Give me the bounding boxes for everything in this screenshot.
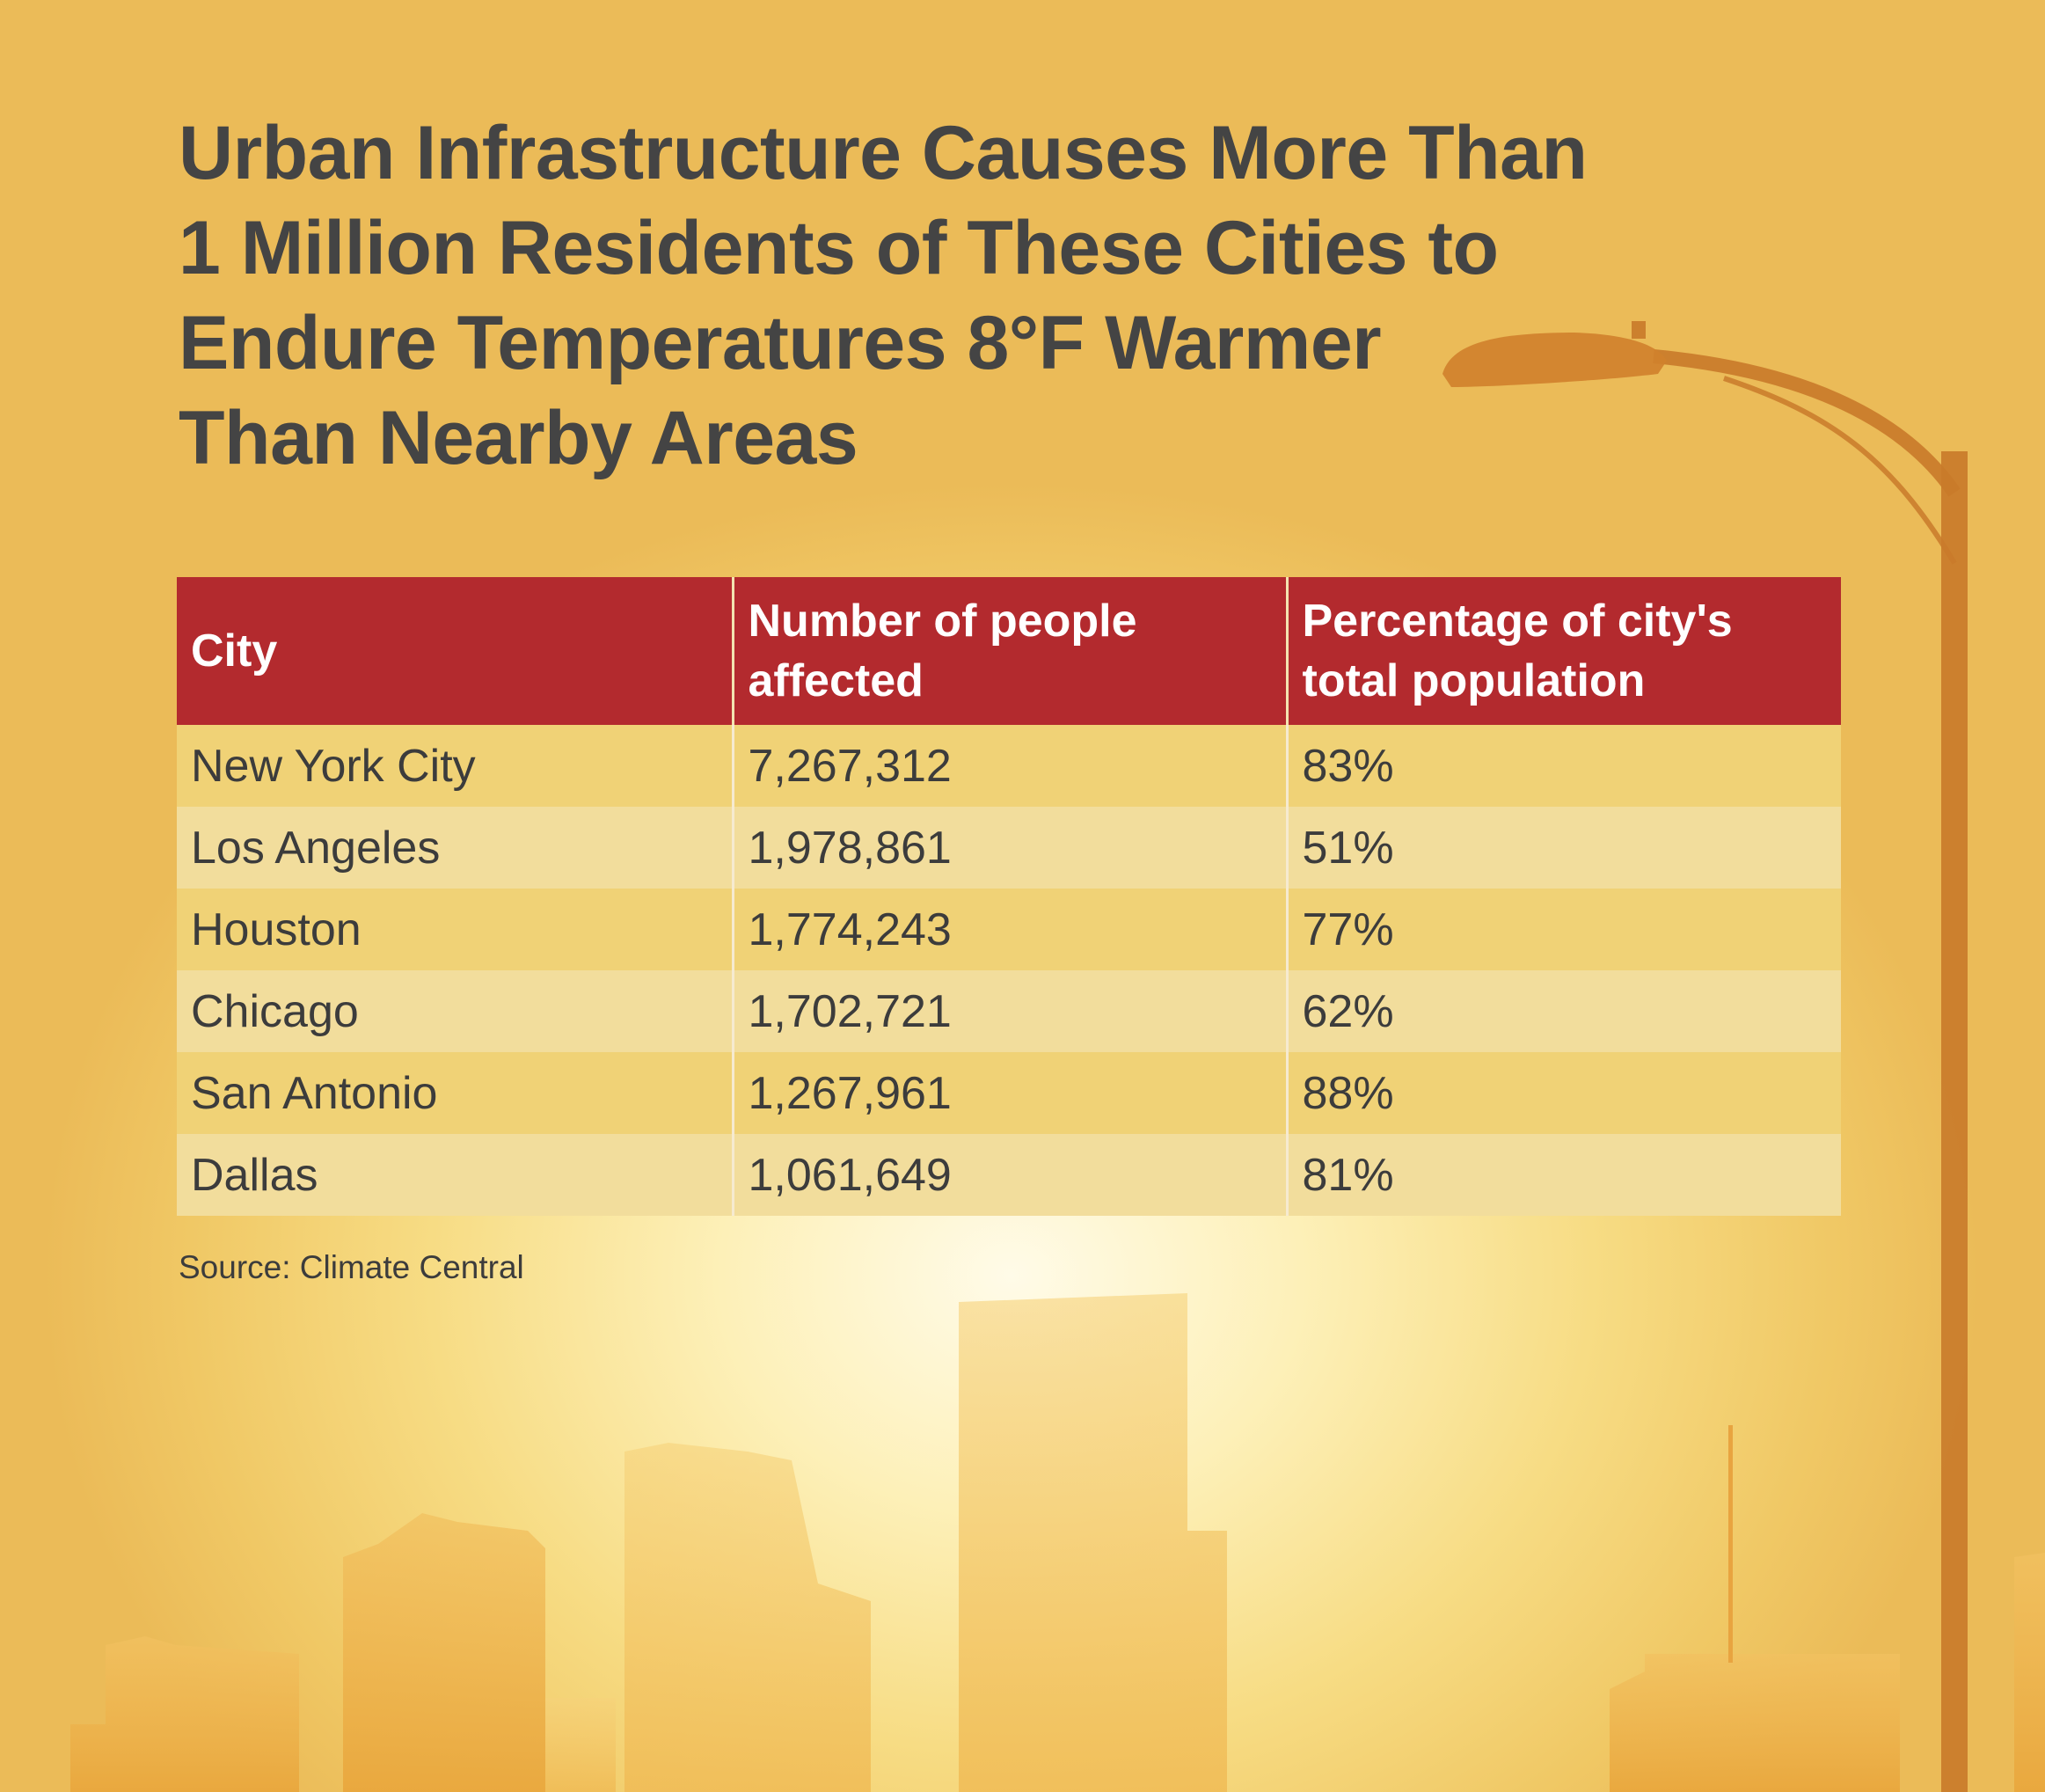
title-line: Than Nearby Areas [179,396,858,480]
street-lamp [1442,321,1968,1792]
people-cell: 1,702,721 [733,970,1289,1052]
percent-cell: 62% [1287,970,1841,1052]
table-row: Dallas 1,061,649 81% [177,1134,1841,1216]
percent-cell: 88% [1287,1052,1841,1134]
column-header-people-affected: Number of people affected [733,577,1289,725]
title-line: Endure Temperatures 8°F Warmer [179,301,1382,385]
city-cell: Houston [177,889,734,970]
table-row: Chicago 1,702,721 62% [177,970,1841,1052]
people-cell: 7,267,312 [733,725,1289,807]
percent-cell: 81% [1287,1134,1841,1216]
percent-cell: 51% [1287,807,1841,889]
building-silhouettes [70,1293,2045,1792]
title-line: Urban Infrastructure Causes More Than [179,111,1588,195]
chart-title: Urban Infrastructure Causes More Than 1 … [179,106,1674,486]
people-cell: 1,061,649 [733,1134,1289,1216]
table-row: New York City 7,267,312 83% [177,725,1841,807]
column-header-city: City [177,577,734,725]
table-row: San Antonio 1,267,961 88% [177,1052,1841,1134]
city-cell: Los Angeles [177,807,734,889]
source-note: Source: Climate Central [179,1249,524,1285]
people-cell: 1,267,961 [733,1052,1289,1134]
city-cell: Dallas [177,1134,734,1216]
percent-cell: 83% [1287,725,1841,807]
table-row: Houston 1,774,243 77% [177,889,1841,970]
people-cell: 1,774,243 [733,889,1289,970]
table-header-row: City Number of people affected Percentag… [177,577,1841,725]
city-cell: New York City [177,725,734,807]
city-cell: San Antonio [177,1052,734,1134]
column-header-percentage: Percentage of city's total population [1287,577,1841,725]
percent-cell: 77% [1287,889,1841,970]
table-row: Los Angeles 1,978,861 51% [177,807,1841,889]
data-table: City Number of people affected Percentag… [177,577,1841,1216]
title-line: 1 Million Residents of These Cities to [179,206,1499,290]
people-cell: 1,978,861 [733,807,1289,889]
city-cell: Chicago [177,970,734,1052]
